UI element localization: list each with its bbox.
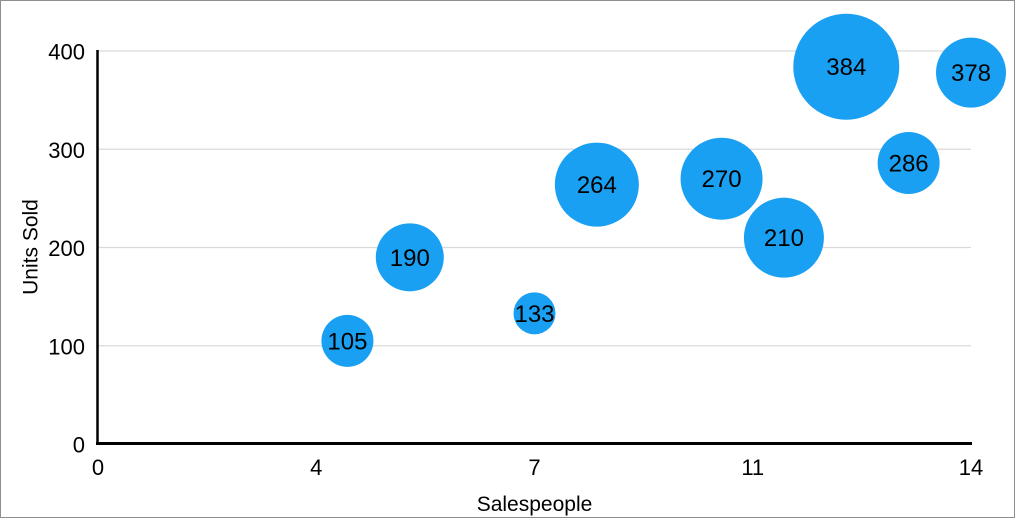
x-axis-title: Salespeople bbox=[477, 493, 593, 516]
x-tick-label-4: 4 bbox=[310, 455, 322, 480]
bubble-value-label-133: 133 bbox=[514, 301, 554, 328]
bubble-value-label-378: 378 bbox=[951, 60, 991, 87]
y-tick-label-100: 100 bbox=[48, 334, 85, 359]
bubble-378 bbox=[936, 37, 1006, 108]
bubble-210 bbox=[743, 197, 824, 278]
bubble-133 bbox=[513, 292, 556, 335]
bubble-270 bbox=[680, 137, 763, 220]
bubble-value-label-190: 190 bbox=[390, 245, 430, 272]
x-tick-label-11: 11 bbox=[741, 455, 764, 480]
y-axis-title: Units Sold bbox=[20, 199, 43, 295]
bubble-286 bbox=[877, 132, 940, 195]
bubble-384 bbox=[793, 13, 900, 120]
x-tick-label-7: 7 bbox=[528, 455, 540, 480]
bubble-value-label-384: 384 bbox=[826, 54, 866, 81]
y-tick-label-0: 0 bbox=[73, 433, 85, 458]
y-tick-label-200: 200 bbox=[48, 236, 85, 261]
bubble-value-label-286: 286 bbox=[889, 151, 929, 178]
bubble-105 bbox=[321, 314, 374, 367]
y-tick-label-300: 300 bbox=[48, 138, 85, 163]
bubble-264 bbox=[554, 142, 639, 227]
bubble-190 bbox=[375, 223, 444, 292]
bubble-value-label-210: 210 bbox=[764, 225, 804, 252]
y-tick-label-400: 400 bbox=[48, 40, 85, 65]
bubble-layer: 105 190 133 264 270 210 384 286 378 bbox=[321, 13, 1006, 367]
tick-label-layer: 0 100 200 300 400 0 4 7 11 14 bbox=[48, 40, 983, 481]
bubble-value-label-270: 270 bbox=[702, 166, 742, 193]
bubble-value-label-105: 105 bbox=[327, 328, 367, 355]
x-tick-label-0: 0 bbox=[92, 455, 104, 480]
x-tick-label-14: 14 bbox=[959, 455, 983, 480]
bubble-value-label-264: 264 bbox=[577, 172, 617, 199]
